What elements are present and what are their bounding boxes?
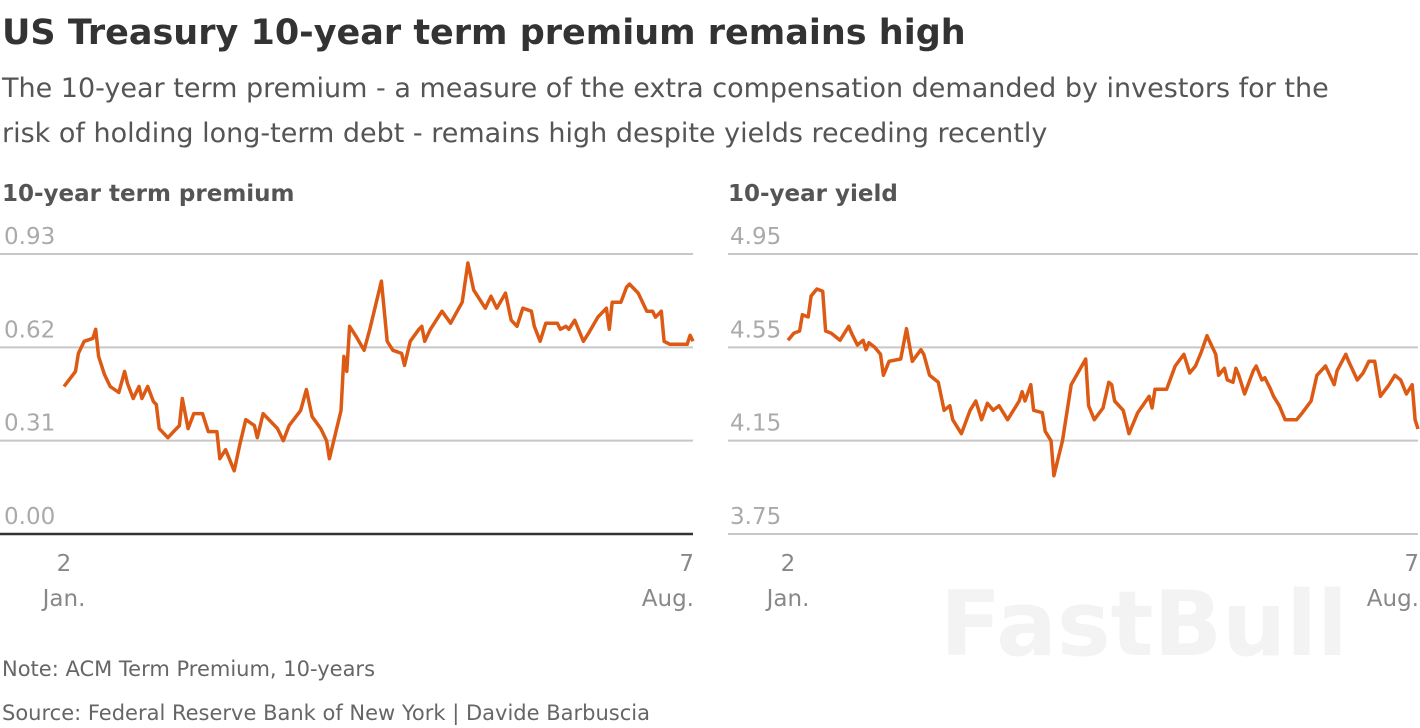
- x-tick-day: 7: [679, 551, 694, 577]
- series-line: [786, 287, 1420, 478]
- source: Source: Federal Reserve Bank of New York…: [2, 701, 650, 726]
- watermark: FastBull: [940, 572, 1348, 677]
- y-tick-label: 0.31: [4, 411, 55, 437]
- x-tick-month: Jan.: [765, 586, 810, 612]
- note: Note: ACM Term Premium, 10-years: [2, 657, 375, 681]
- series-line: [62, 261, 695, 473]
- y-tick-label: 4.95: [730, 224, 781, 250]
- x-tick-day: 2: [781, 551, 796, 577]
- subtitle-line-1: The 10-year term premium - a measure of …: [1, 73, 1329, 104]
- x-tick-day: 2: [57, 551, 72, 577]
- y-tick-label: 3.75: [730, 504, 781, 530]
- x-tick-day: 7: [1404, 551, 1419, 577]
- panel-title: 10-year yield: [728, 181, 898, 207]
- y-tick-label: 4.15: [730, 411, 781, 437]
- y-tick-label: 0.62: [4, 317, 55, 343]
- panel-title: 10-year term premium: [2, 181, 295, 207]
- y-tick-label: 4.55: [730, 317, 781, 343]
- x-tick-month: Jan.: [41, 586, 86, 612]
- x-tick-month: Aug.: [642, 586, 694, 612]
- x-tick-month: Aug.: [1367, 586, 1419, 612]
- y-tick-label: 0.00: [4, 504, 55, 530]
- y-tick-label: 0.93: [4, 224, 55, 250]
- yield-panel: 10-year yield 4.95 4.55 4.15 3.752 Jan. 7 Aug.: [728, 181, 1420, 612]
- term-premium-panel: 10-year term premium 0.93 0.62 0.31 0.002 Jan…: [0, 181, 695, 612]
- subtitle-line-2: risk of holding long-term debt - remains…: [2, 118, 1047, 149]
- chart-title: US Treasury 10-year term premium remains…: [2, 13, 966, 53]
